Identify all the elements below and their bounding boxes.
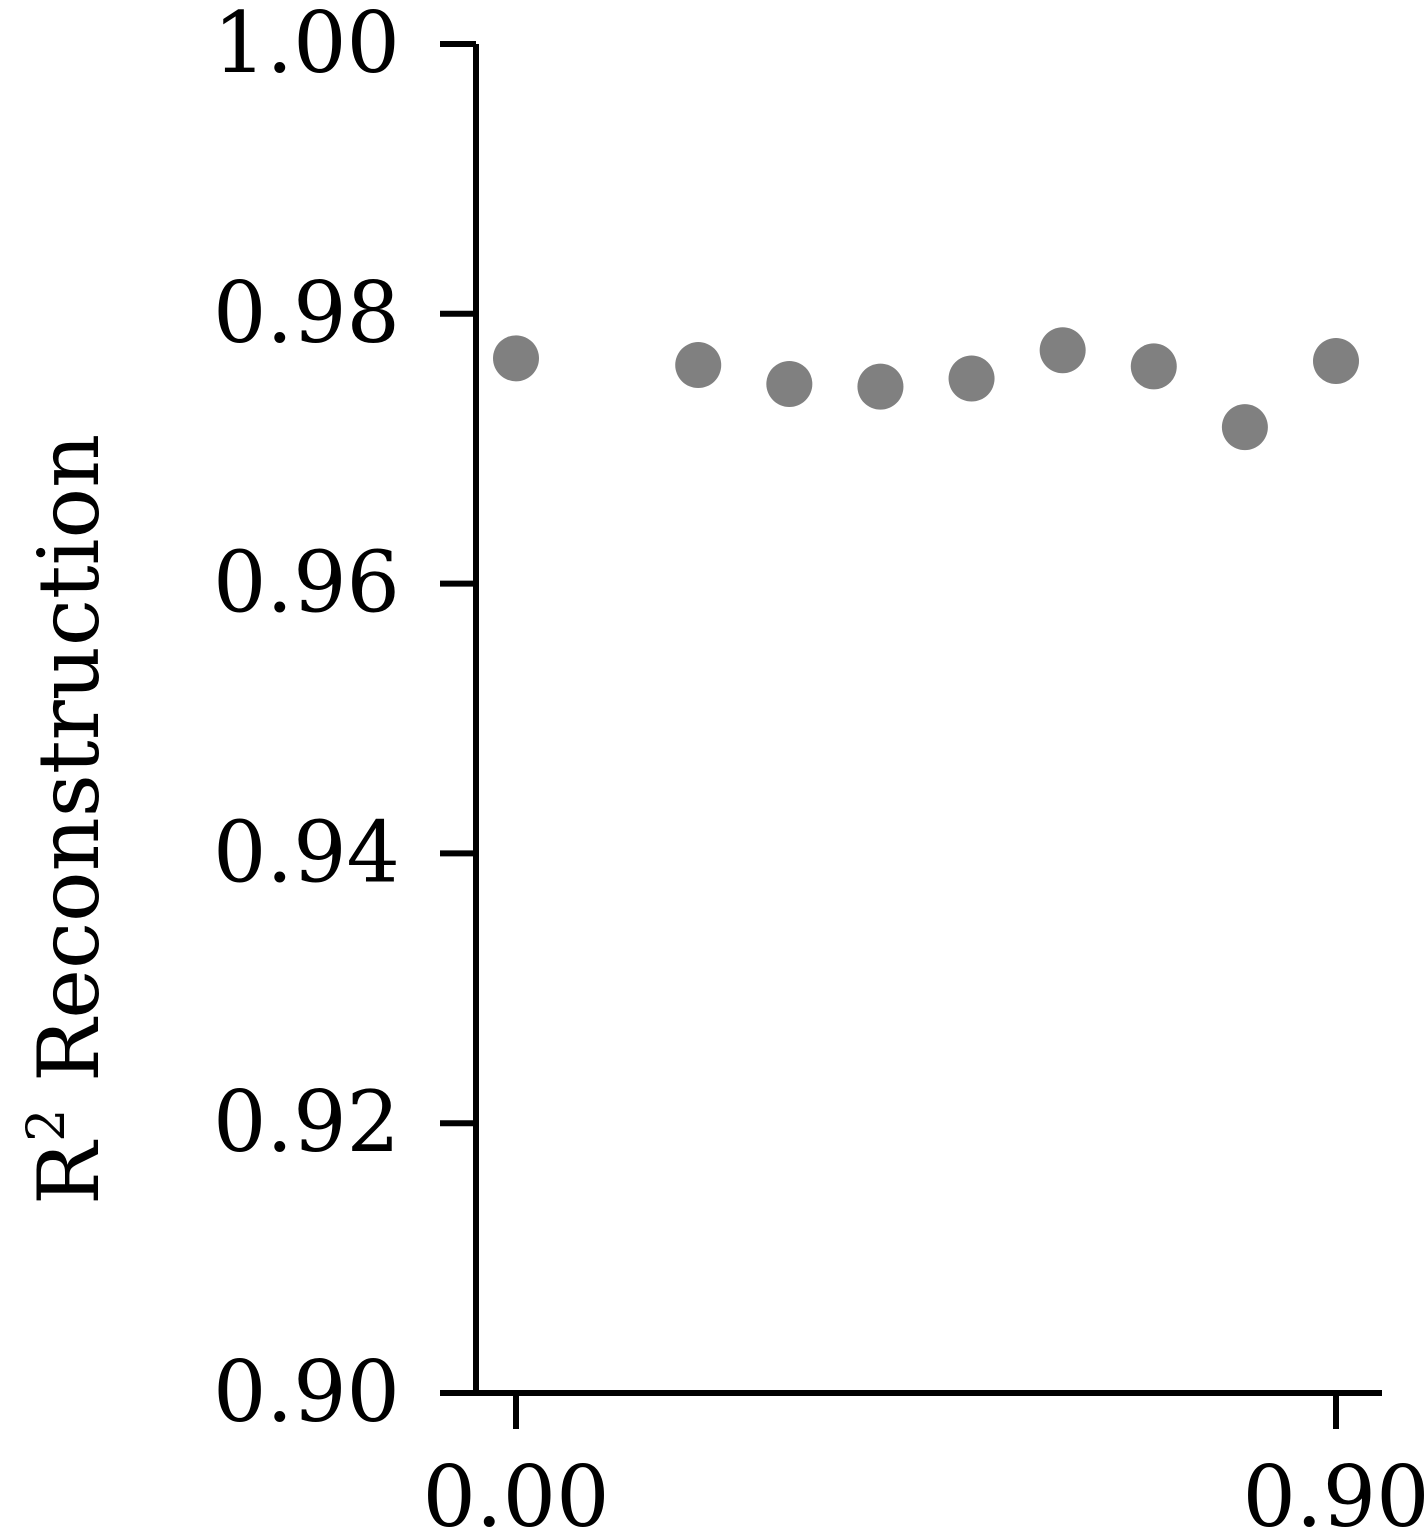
data-point [766,360,813,407]
y-axis-label-main: R [20,1139,118,1205]
x-tick-label: 0.90 [1242,1448,1428,1532]
y-tick-label: 0.98 [213,264,400,362]
data-point [675,342,722,389]
axes: 0.90 0.92 0.94 0.96 0.98 1.00 0.00 0.90 [213,0,1428,1532]
y-axis-label-superscript: 2 [17,1109,77,1142]
y-tick-label: 0.96 [213,534,400,632]
data-point [1221,404,1268,451]
data-point [493,335,539,382]
y-tick-label: 0.92 [213,1073,400,1171]
x-tick-label: 0.00 [422,1448,609,1532]
y-tick-label: 0.90 [213,1343,400,1441]
y-tick-label: 0.94 [213,803,400,901]
data-point [1130,343,1177,390]
data-points [493,327,1359,451]
y-tick-label: 1.00 [213,0,400,92]
data-point [1313,338,1359,385]
data-point [1039,327,1086,374]
y-axis-label: R2 Reconstruction [17,434,118,1205]
svg-text:R2 Reconstruction: R2 Reconstruction [17,434,118,1205]
data-point [857,363,904,410]
data-point [948,355,995,402]
y-axis-label-rest: Reconstruction [20,434,118,1109]
